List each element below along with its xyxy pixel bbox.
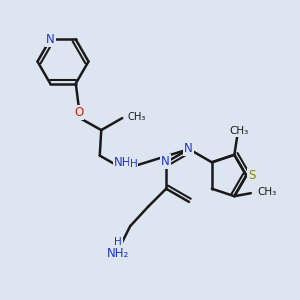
Text: S: S [248,169,255,182]
Text: H: H [114,237,122,247]
Text: CH₃: CH₃ [229,126,248,136]
Text: N: N [184,142,193,155]
Text: CH₃: CH₃ [257,187,277,197]
Text: N: N [161,155,170,168]
Text: NH₂: NH₂ [107,247,129,260]
Text: CH₃: CH₃ [128,112,146,122]
Text: H: H [130,159,137,169]
Text: NH: NH [113,156,131,169]
Text: N: N [46,33,55,46]
Text: O: O [74,106,83,118]
